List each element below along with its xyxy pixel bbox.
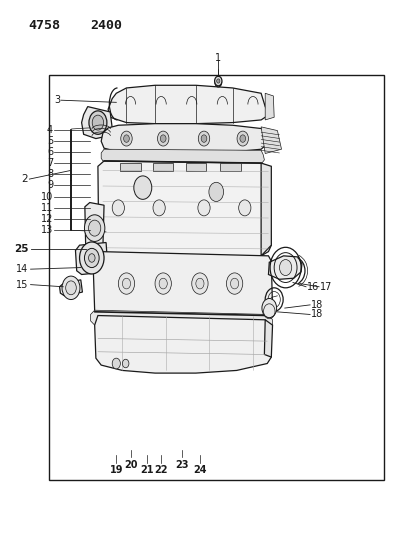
Circle shape xyxy=(62,276,80,300)
Text: 8: 8 xyxy=(47,169,53,179)
Circle shape xyxy=(92,115,104,130)
Text: 22: 22 xyxy=(154,465,168,475)
Text: 23: 23 xyxy=(175,460,188,470)
Circle shape xyxy=(122,278,131,289)
Polygon shape xyxy=(93,252,273,322)
Polygon shape xyxy=(95,316,271,373)
Circle shape xyxy=(89,111,107,134)
Text: 4: 4 xyxy=(47,125,53,134)
Text: 19: 19 xyxy=(109,465,123,475)
Circle shape xyxy=(262,298,277,318)
Bar xyxy=(49,75,384,480)
Text: 21: 21 xyxy=(140,465,154,475)
Circle shape xyxy=(217,80,220,85)
Polygon shape xyxy=(75,243,108,274)
Text: 18: 18 xyxy=(311,310,323,319)
Circle shape xyxy=(159,278,167,289)
Circle shape xyxy=(157,131,169,146)
Polygon shape xyxy=(261,163,271,256)
Circle shape xyxy=(215,76,222,86)
Polygon shape xyxy=(261,127,282,154)
Polygon shape xyxy=(120,163,141,171)
Text: 20: 20 xyxy=(124,460,137,470)
Polygon shape xyxy=(101,149,264,164)
Polygon shape xyxy=(60,280,82,296)
Circle shape xyxy=(237,131,248,146)
Circle shape xyxy=(153,200,165,216)
Polygon shape xyxy=(101,124,269,154)
Circle shape xyxy=(118,273,135,294)
Circle shape xyxy=(198,200,210,216)
Circle shape xyxy=(112,200,124,216)
Polygon shape xyxy=(186,163,206,171)
Circle shape xyxy=(155,273,171,294)
Circle shape xyxy=(66,281,76,295)
Text: 25: 25 xyxy=(14,245,29,254)
Text: 2: 2 xyxy=(21,174,28,184)
Circle shape xyxy=(240,135,246,142)
Text: 15: 15 xyxy=(16,280,29,289)
Circle shape xyxy=(124,135,129,142)
Text: 6: 6 xyxy=(47,147,53,157)
Text: 13: 13 xyxy=(41,225,53,235)
Circle shape xyxy=(89,220,101,236)
Text: 9: 9 xyxy=(47,181,53,190)
Text: 10: 10 xyxy=(41,192,53,201)
Circle shape xyxy=(121,131,132,146)
Polygon shape xyxy=(85,203,104,251)
Circle shape xyxy=(201,135,207,142)
Text: 24: 24 xyxy=(193,465,207,475)
Text: 16: 16 xyxy=(307,282,319,292)
Polygon shape xyxy=(268,256,302,279)
Circle shape xyxy=(89,254,95,262)
Text: 2400: 2400 xyxy=(90,19,122,31)
Circle shape xyxy=(198,131,210,146)
Polygon shape xyxy=(264,320,273,357)
Polygon shape xyxy=(153,163,173,171)
Text: 3: 3 xyxy=(54,95,60,105)
Text: 1: 1 xyxy=(215,53,222,62)
Text: 7: 7 xyxy=(47,158,53,168)
Polygon shape xyxy=(91,310,273,329)
Circle shape xyxy=(122,359,129,368)
Circle shape xyxy=(209,182,224,201)
Circle shape xyxy=(192,273,208,294)
Circle shape xyxy=(217,79,220,83)
Polygon shape xyxy=(220,163,241,171)
Polygon shape xyxy=(98,161,271,258)
Circle shape xyxy=(196,278,204,289)
Circle shape xyxy=(84,215,105,241)
Circle shape xyxy=(279,260,292,276)
Polygon shape xyxy=(82,107,112,139)
Circle shape xyxy=(231,278,239,289)
Text: 14: 14 xyxy=(16,264,29,274)
Text: 12: 12 xyxy=(41,214,53,224)
Circle shape xyxy=(84,248,99,268)
Text: 11: 11 xyxy=(41,203,53,213)
Circle shape xyxy=(239,200,251,216)
Polygon shape xyxy=(265,93,274,120)
Text: 18: 18 xyxy=(311,300,323,310)
Circle shape xyxy=(80,242,104,274)
Circle shape xyxy=(226,273,243,294)
Circle shape xyxy=(134,176,152,199)
Text: 4758: 4758 xyxy=(29,19,60,31)
Text: 17: 17 xyxy=(320,282,332,292)
Circle shape xyxy=(160,135,166,142)
Polygon shape xyxy=(108,85,269,124)
Circle shape xyxy=(112,358,120,369)
Text: 5: 5 xyxy=(47,136,53,146)
Circle shape xyxy=(215,78,222,87)
